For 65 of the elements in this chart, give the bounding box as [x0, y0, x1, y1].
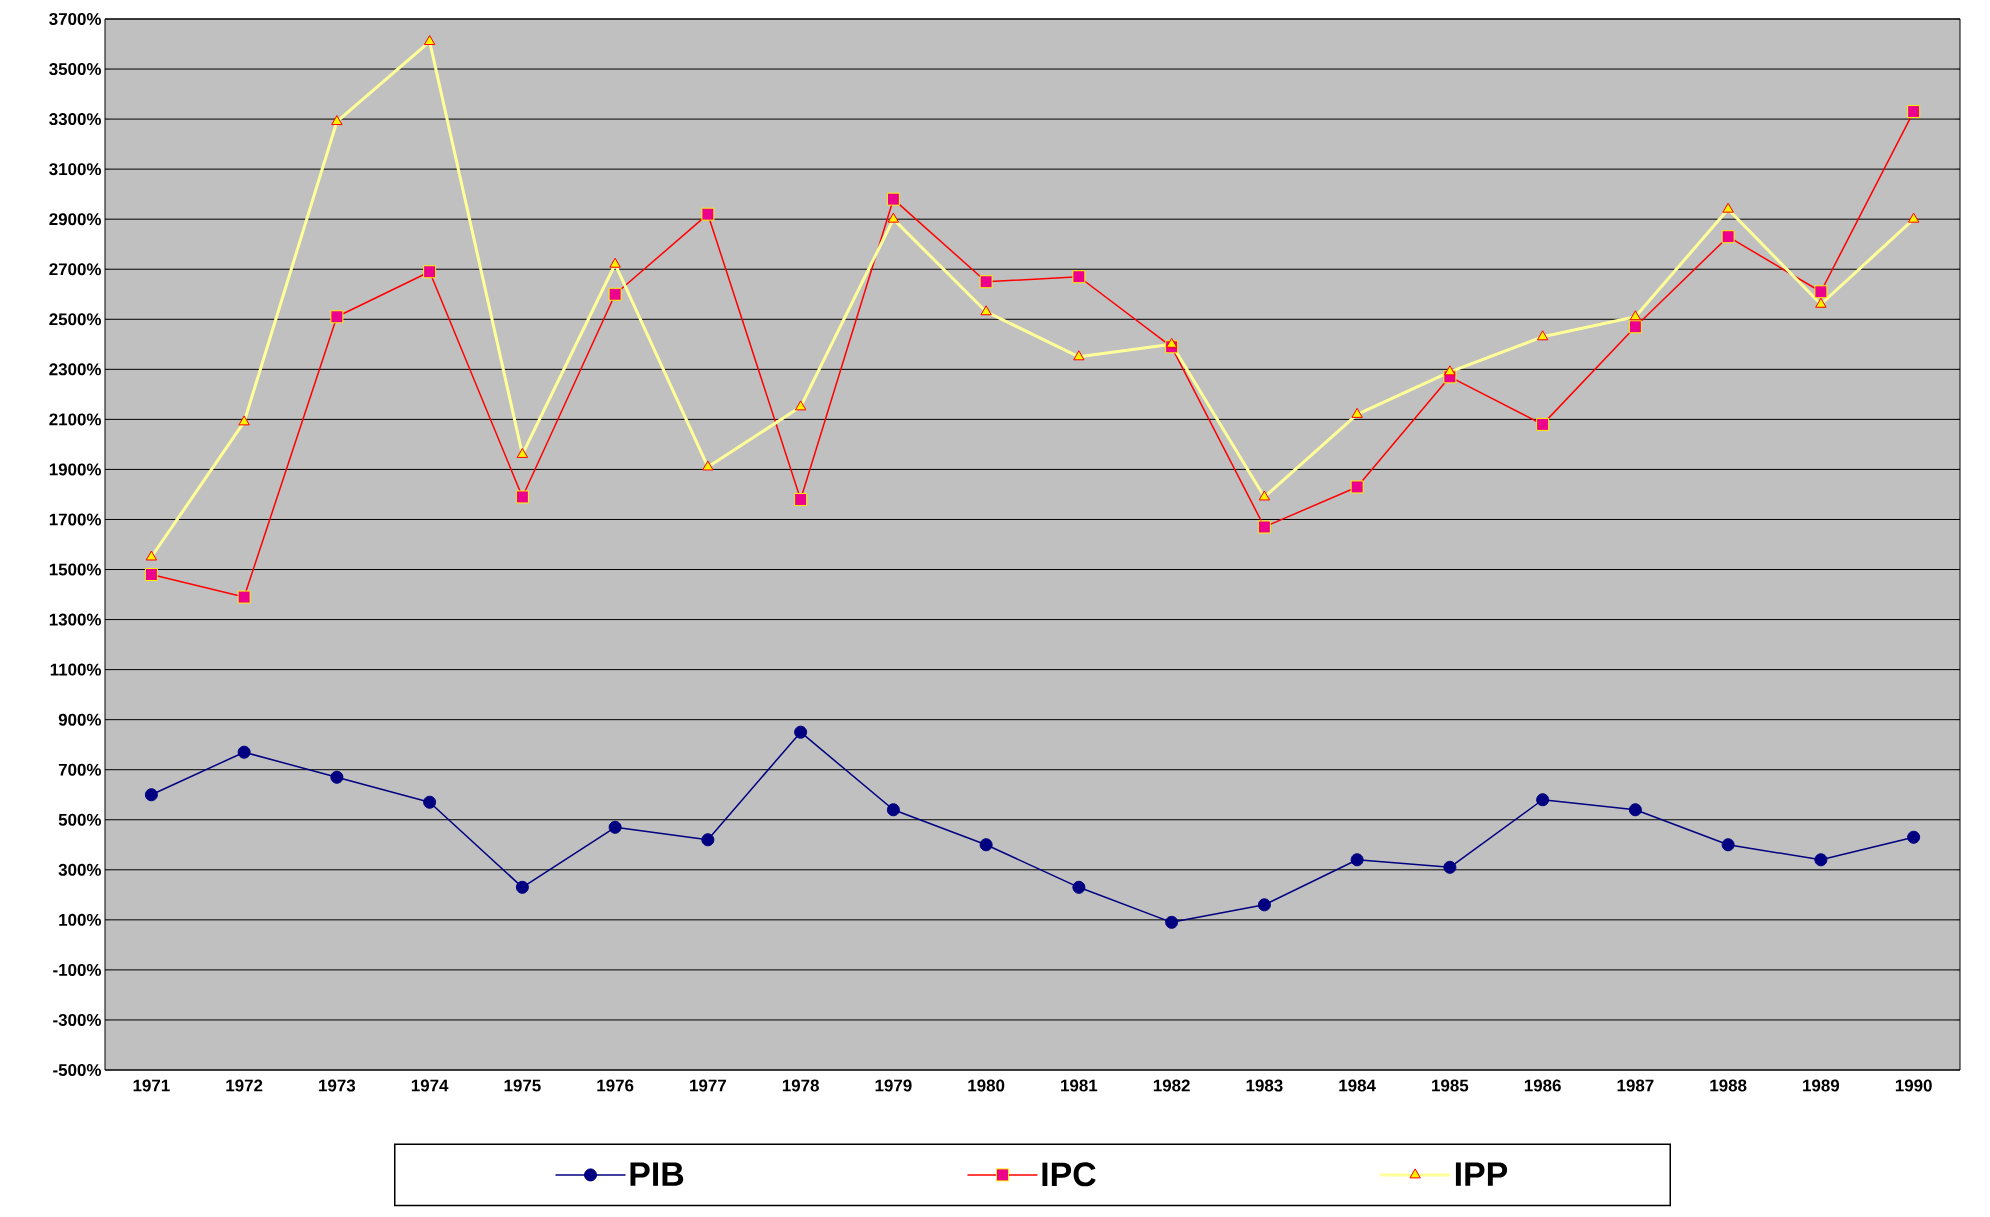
point	[1257, 898, 1271, 912]
y-tick-label: 3500%	[49, 63, 102, 76]
y-tick-label: 500%	[58, 813, 102, 826]
point	[1443, 860, 1457, 874]
y-tick-label: 1300%	[49, 613, 102, 626]
x-tick-label: 1972	[226, 1079, 263, 1092]
point	[608, 820, 622, 834]
y-tick-label: 2100%	[49, 413, 102, 426]
y-tick-label: 2900%	[49, 213, 102, 226]
y-tick-label: 2500%	[49, 313, 102, 326]
point	[1721, 838, 1735, 852]
y-tick-label: 700%	[58, 763, 102, 776]
legend-label: IPP	[1455, 1162, 1508, 1186]
x-tick-label: 1983	[1246, 1079, 1283, 1092]
y-tick-label: -300%	[53, 1013, 102, 1026]
y-tick-label: 2700%	[49, 263, 102, 276]
x-tick-label: 1975	[504, 1079, 541, 1092]
y-tick-label: 300%	[58, 863, 102, 876]
point	[515, 880, 529, 894]
point	[1072, 880, 1086, 894]
point	[1628, 803, 1642, 817]
y-tick-label: 900%	[58, 713, 102, 726]
point	[237, 745, 251, 759]
y-tick-label: -100%	[53, 963, 102, 976]
x-tick-label: 1976	[597, 1079, 634, 1092]
x-tick-label: 1979	[875, 1079, 912, 1092]
point	[423, 795, 437, 809]
point	[1814, 853, 1828, 867]
y-tick-label: 1500%	[49, 563, 102, 576]
point	[886, 803, 900, 817]
x-tick-label: 1990	[1895, 1079, 1932, 1092]
x-tick-label: 1981	[1061, 1079, 1098, 1092]
point	[1350, 853, 1364, 867]
x-tick-label: 1987	[1617, 1079, 1654, 1092]
y-tick-label: -500%	[53, 1064, 102, 1076]
x-tick-label: 1988	[1710, 1079, 1747, 1092]
point	[330, 770, 344, 784]
point	[701, 833, 715, 847]
y-tick-label: 1900%	[49, 463, 102, 476]
point	[144, 788, 158, 802]
point	[1907, 830, 1921, 844]
x-tick-label: 1977	[690, 1079, 726, 1092]
x-tick-label: 1986	[1524, 1079, 1561, 1092]
x-tick-label: 1982	[1153, 1079, 1190, 1092]
y-tick-label: 3100%	[49, 163, 102, 176]
x-tick-label: 1989	[1803, 1079, 1840, 1092]
x-tick-label: 1980	[968, 1079, 1005, 1092]
x-tick-label: 1978	[782, 1079, 819, 1092]
x-tick-label: 1973	[319, 1079, 356, 1092]
x-tick-label: 1974	[411, 1079, 449, 1092]
point	[1165, 915, 1179, 929]
y-tick-label: 1700%	[49, 513, 102, 526]
point	[979, 838, 993, 852]
x-tick-label: 1985	[1432, 1079, 1469, 1092]
y-tick-label: 3700%	[49, 12, 102, 25]
point	[794, 725, 808, 739]
y-tick-label: 3300%	[49, 113, 102, 126]
y-tick-label: 1100%	[50, 663, 102, 676]
y-tick-label: 2300%	[49, 363, 102, 376]
x-tick-label: 1971	[133, 1079, 170, 1092]
legend-label: IPC	[1042, 1162, 1096, 1187]
legend-label: PIB	[630, 1162, 684, 1186]
point	[1536, 793, 1550, 807]
y-tick-label: 100%	[59, 913, 102, 926]
x-tick-label: 1984	[1339, 1079, 1376, 1092]
